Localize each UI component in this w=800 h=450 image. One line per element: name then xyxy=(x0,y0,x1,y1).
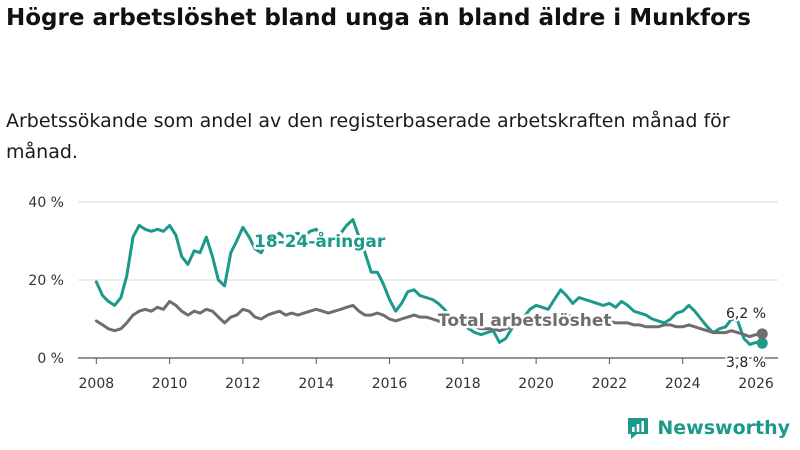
x-tick-label: 2014 xyxy=(298,376,334,392)
series-label-total: Total arbetslöshet xyxy=(438,311,612,331)
gridlines xyxy=(78,201,778,359)
series-lines xyxy=(94,218,768,349)
y-tick-label: 20 % xyxy=(28,273,64,289)
newsworthy-logo-icon xyxy=(628,418,649,439)
x-axis-ticks: 2008 2010 2012 2014 2016 2018 2020 2022 2024 2026 xyxy=(79,358,774,392)
y-tick-label: 40 % xyxy=(28,195,64,211)
x-tick-label: 2022 xyxy=(592,376,628,392)
x-tick-label: 2018 xyxy=(445,376,481,392)
series-line-total xyxy=(94,299,764,339)
end-point-youth xyxy=(756,337,768,349)
x-tick-label: 2020 xyxy=(518,376,554,392)
x-tick-label: 2024 xyxy=(665,376,701,392)
y-axis-ticks: 0 % 20 % 40 % xyxy=(28,195,64,367)
chart-subtitle: Arbetssökande som andel av den registerb… xyxy=(6,110,730,163)
series-labels: 18-24-åringar Total arbetslöshet 6,2 % 3,8 … xyxy=(252,228,769,374)
brand-name: Newsworthy xyxy=(657,417,790,439)
brand-logo: Newsworthy xyxy=(625,414,790,442)
x-tick-label: 2012 xyxy=(225,376,261,392)
y-tick-label: 0 % xyxy=(37,351,64,367)
x-tick-label: 2026 xyxy=(738,376,774,392)
end-point-total xyxy=(756,328,768,340)
series-line-youth xyxy=(94,218,764,346)
x-tick-label: 2008 xyxy=(79,376,115,392)
x-tick-label: 2016 xyxy=(372,376,408,392)
end-label-total: 6,2 % xyxy=(726,306,766,322)
x-tick-label: 2010 xyxy=(152,376,188,392)
chart-title: Högre arbetslöshet bland unga än bland ä… xyxy=(6,5,751,31)
end-label-youth: 3,8 % xyxy=(726,355,766,371)
series-label-youth: 18-24-åringar xyxy=(254,230,386,252)
